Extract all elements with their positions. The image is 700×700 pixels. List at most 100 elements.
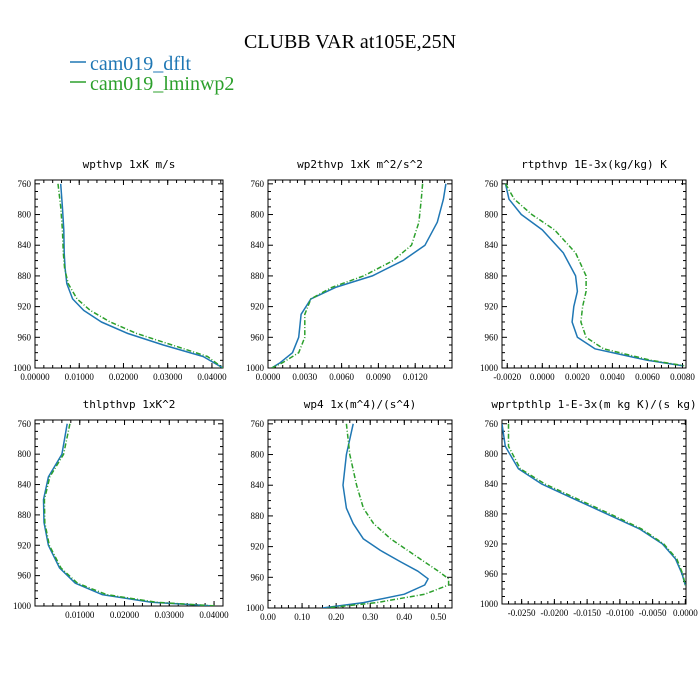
plot-frame bbox=[267, 179, 453, 369]
x-tick-label: 0.0030 bbox=[292, 372, 317, 382]
panel-title: rtpthvp 1E-3x(kg/kg) K bbox=[521, 158, 667, 171]
y-tick-label: 800 bbox=[18, 210, 32, 220]
x-tick-label: 0.0060 bbox=[329, 372, 354, 382]
y-tick-label: 840 bbox=[18, 240, 32, 250]
y-tick-label: 880 bbox=[485, 509, 499, 519]
legend: cam019_dflt cam019_lminwp2 bbox=[70, 53, 234, 95]
x-tick-label: 0.20 bbox=[328, 612, 344, 622]
x-tick-label: 0.0060 bbox=[635, 372, 660, 382]
x-tick-label: 0.04000 bbox=[197, 372, 227, 382]
x-tick-label: 0.00000 bbox=[20, 372, 50, 382]
series-line-cam019_dflt bbox=[322, 423, 429, 608]
y-tick-label: 1000 bbox=[13, 601, 32, 611]
series-line-cam019_lminwp2 bbox=[57, 183, 223, 368]
y-tick-label: 880 bbox=[485, 271, 499, 281]
y-tick-label: 840 bbox=[251, 480, 265, 490]
series-line-cam019_dflt bbox=[504, 183, 683, 367]
x-tick-label: 0.50 bbox=[430, 612, 446, 622]
y-tick-label: 800 bbox=[18, 449, 32, 459]
x-tick-label: 0.0080 bbox=[670, 372, 695, 382]
x-tick-label: 0.0090 bbox=[366, 372, 391, 382]
y-tick-label: 960 bbox=[251, 572, 265, 582]
y-tick-label: 920 bbox=[251, 302, 265, 312]
y-tick-label: 1000 bbox=[246, 363, 265, 373]
y-tick-label: 760 bbox=[18, 419, 32, 429]
series-line-cam019_lminwp2 bbox=[507, 423, 686, 586]
x-tick-label: 0.0120 bbox=[403, 372, 428, 382]
panel-1: wpthvp 1xK m/s 760 800 840 880 920 960 10000.00… bbox=[13, 158, 227, 382]
y-tick-label: 880 bbox=[18, 510, 32, 520]
y-tick-label: 1000 bbox=[246, 603, 265, 613]
x-tick-label: 0.30 bbox=[362, 612, 378, 622]
legend-label-lminwp2: cam019_lminwp2 bbox=[90, 73, 234, 95]
x-tick-label: 0.02000 bbox=[109, 372, 139, 382]
x-tick-label: 0.01000 bbox=[65, 372, 95, 382]
series-line-cam019_lminwp2 bbox=[504, 183, 685, 367]
x-tick-label: 0.0040 bbox=[600, 372, 625, 382]
panels: wpthvp 1xK m/s76080084088092096010000.00… bbox=[13, 158, 698, 622]
y-tick-label: 880 bbox=[251, 271, 265, 281]
x-tick-label: 0.40 bbox=[396, 612, 412, 622]
panel-4: thlpthvp 1xK^2 760 800 840 880 920 960 1000 0.01… bbox=[13, 398, 229, 620]
x-tick-label: 0.01000 bbox=[65, 610, 95, 620]
y-tick-label: 960 bbox=[18, 571, 32, 581]
y-tick-label: 920 bbox=[18, 540, 32, 550]
legend-label-dflt: cam019_dflt bbox=[90, 53, 192, 75]
series-line-cam019_lminwp2 bbox=[325, 423, 450, 608]
y-tick-label: 840 bbox=[251, 240, 265, 250]
y-tick-label: 1000 bbox=[480, 363, 499, 373]
x-tick-label: 0.10 bbox=[294, 612, 310, 622]
x-tick-label: 0.03000 bbox=[155, 610, 185, 620]
x-tick-label: 0.0000 bbox=[673, 608, 698, 618]
y-tick-label: 920 bbox=[485, 302, 499, 312]
panel-2: wp2thvp 1xK m^2/s^2 760 800 840 880 920 960 100… bbox=[246, 158, 453, 382]
x-tick-label: 0.0000 bbox=[530, 372, 555, 382]
x-tick-label: -0.0150 bbox=[573, 608, 601, 618]
series-line-cam019_lminwp2 bbox=[271, 183, 424, 368]
y-tick-label: 880 bbox=[18, 271, 32, 281]
y-tick-label: 880 bbox=[251, 511, 265, 521]
series-line-cam019_lminwp2 bbox=[43, 423, 217, 606]
plot-frame bbox=[501, 419, 687, 605]
x-tick-label: 0.0020 bbox=[565, 372, 590, 382]
x-tick-label: 0.0000 bbox=[256, 372, 281, 382]
panel-title: thlpthvp 1xK^2 bbox=[83, 398, 176, 411]
x-tick-label: -0.0250 bbox=[508, 608, 536, 618]
y-tick-label: 760 bbox=[485, 179, 499, 189]
y-tick-label: 800 bbox=[251, 210, 265, 220]
panel-5: wp4 1x(m^4)/(s^4)76080084088092096010000… bbox=[246, 398, 453, 622]
plot-frame bbox=[267, 419, 453, 609]
y-tick-label: 1000 bbox=[480, 599, 499, 609]
panel-title: wp2thvp 1xK m^2/s^2 bbox=[297, 158, 423, 171]
panel-title: wpthvp 1xK m/s bbox=[83, 158, 176, 171]
y-tick-label: 800 bbox=[251, 450, 265, 460]
y-tick-label: 840 bbox=[485, 240, 499, 250]
y-tick-label: 960 bbox=[251, 332, 265, 342]
panel-3: rtpthvp 1E-3x(kg/kg) K 760 800 840 880 920 960… bbox=[480, 158, 695, 382]
y-tick-label: 760 bbox=[18, 179, 32, 189]
x-tick-label: 0.03000 bbox=[153, 372, 183, 382]
series-line-cam019_dflt bbox=[502, 423, 686, 586]
y-tick-label: 920 bbox=[251, 542, 265, 552]
y-tick-label: 800 bbox=[485, 210, 499, 220]
plot-frame bbox=[34, 179, 224, 369]
x-tick-label: -0.0200 bbox=[541, 608, 569, 618]
y-tick-label: 960 bbox=[485, 332, 499, 342]
y-tick-label: 840 bbox=[18, 480, 32, 490]
panel-title: wprtpthlp 1-E-3x(m kg K)/(s kg) bbox=[491, 398, 696, 411]
y-tick-label: 920 bbox=[18, 302, 32, 312]
y-tick-label: 840 bbox=[485, 479, 499, 489]
plot-frame bbox=[501, 179, 687, 369]
plot-frame bbox=[34, 419, 224, 607]
series-line-cam019_dflt bbox=[271, 183, 447, 368]
y-tick-label: 920 bbox=[485, 539, 499, 549]
panel-6: wprtpthlp 1-E-3x(m kg K)/(s kg) 760 800 840… bbox=[480, 398, 698, 618]
y-tick-label: 960 bbox=[485, 569, 499, 579]
panel-title: wp4 1x(m^4)/(s^4) bbox=[304, 398, 417, 411]
y-tick-label: 760 bbox=[251, 179, 265, 189]
series-line-cam019_dflt bbox=[59, 183, 223, 368]
y-tick-label: 1000 bbox=[13, 363, 32, 373]
x-tick-label: 0.00 bbox=[260, 612, 276, 622]
x-tick-label: 0.02000 bbox=[110, 610, 140, 620]
